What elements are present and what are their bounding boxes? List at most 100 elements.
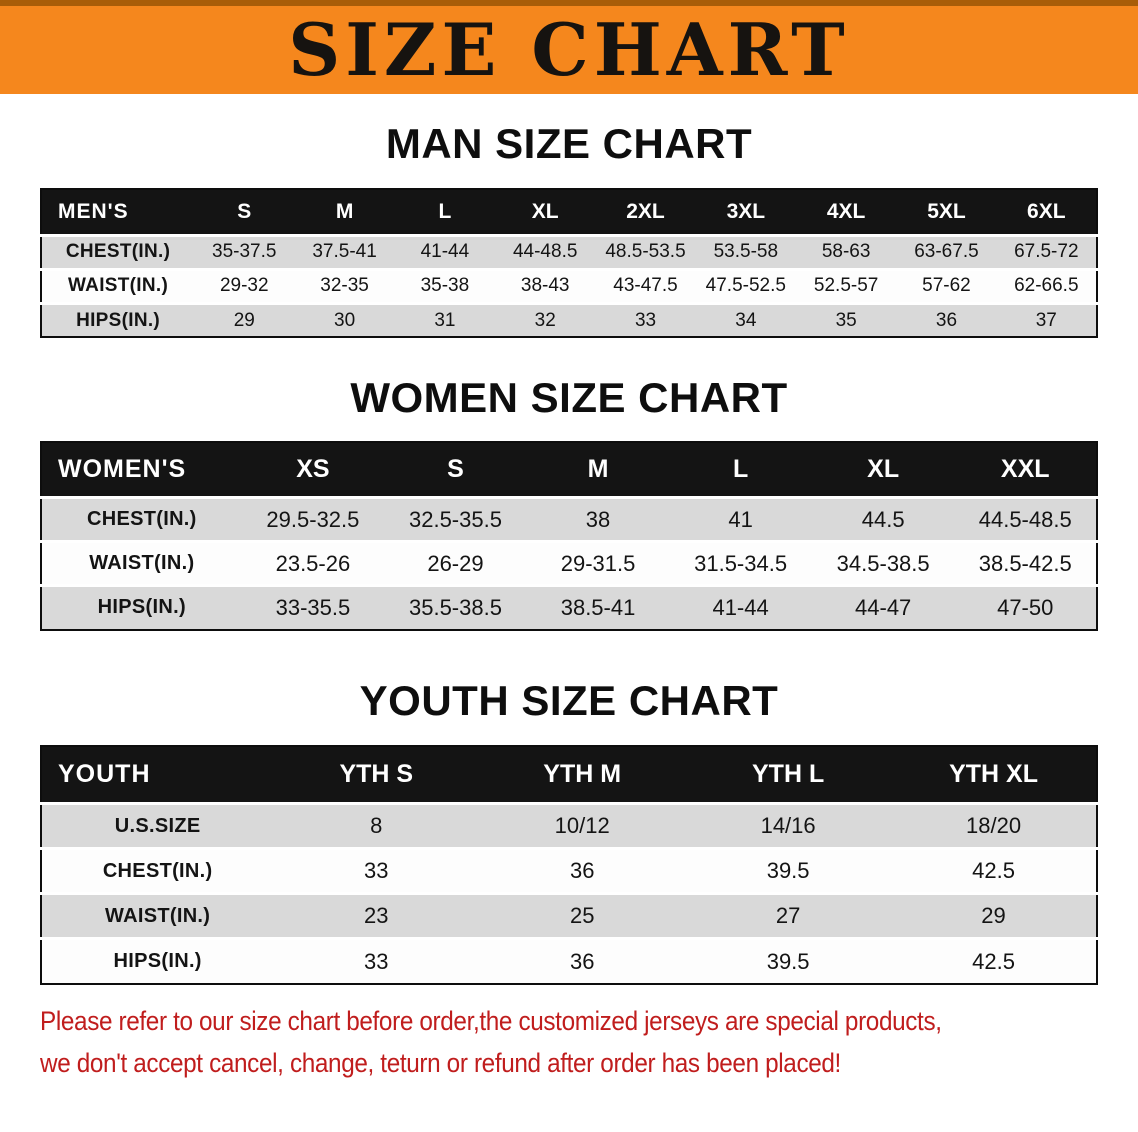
disclaimer-line-2: we don't accept cancel, change, teturn o… xyxy=(40,1047,841,1078)
size-value-cell: 26-29 xyxy=(384,541,527,588)
size-value-cell: 38 xyxy=(526,497,670,544)
size-value-cell: 33-35.5 xyxy=(241,585,385,630)
size-value-cell: 34.5-38.5 xyxy=(811,541,955,588)
size-table: WOMEN'S XS S M L XL XXL CHEST(IN.) 29.5-32.5 32.5… xyxy=(40,440,1098,631)
row-label: CHEST(IN.) xyxy=(41,235,195,271)
size-column-header: XL xyxy=(495,189,596,237)
size-value-cell: 67.5-72 xyxy=(996,235,1097,271)
size-value-cell: 29 xyxy=(194,303,295,338)
size-value-cell: 29 xyxy=(891,893,1097,941)
row-label: U.S.SIZE xyxy=(41,803,274,851)
table-row: WAIST(IN.) 29-32 32-35 35-38 38-43 43-47.5 47.… xyxy=(41,269,1097,305)
size-chart-page: SIZE CHART MAN SIZE CHART MEN'S S M L XL 2XL 3… xyxy=(0,0,1138,1078)
size-column-header: YTH S xyxy=(273,745,480,806)
banner-title: SIZE CHART xyxy=(288,7,850,92)
size-value-cell: 41-44 xyxy=(394,235,496,271)
size-column-header: M xyxy=(526,441,670,500)
row-label: WAIST(IN.) xyxy=(41,269,195,305)
table-row: CHEST(IN.) 33 36 39.5 42.5 xyxy=(41,848,1097,896)
women-section-heading: WOMEN SIZE CHART xyxy=(350,374,788,422)
size-value-cell: 43-47.5 xyxy=(595,269,696,305)
row-label: HIPS(IN.) xyxy=(41,938,274,984)
size-value-cell: 37 xyxy=(996,303,1097,338)
size-value-cell: 23 xyxy=(273,893,480,941)
size-value-cell: 38-43 xyxy=(495,269,596,305)
row-label: WAIST(IN.) xyxy=(41,541,242,588)
size-column-header: M xyxy=(294,189,395,237)
size-column-header: 6XL xyxy=(996,189,1097,237)
size-value-cell: 44-47 xyxy=(811,585,955,630)
size-table: YOUTH YTH S YTH M YTH L YTH XL U.S.SIZE 8 10/12… xyxy=(40,744,1098,985)
size-value-cell: 41 xyxy=(669,497,812,544)
table-header-row: MEN'S S M L XL 2XL 3XL 4XL 5XL 6XL xyxy=(41,189,1097,237)
men-size-section: MAN SIZE CHART MEN'S S M L XL 2XL 3XL 4XL 5XL 6XL… xyxy=(0,120,1138,339)
women-size-table-wrap: WOMEN'S XS S M L XL XXL CHEST(IN.) 29.5-32.5 32.5… xyxy=(0,440,1138,631)
size-value-cell: 52.5-57 xyxy=(795,269,897,305)
size-value-cell: 38.5-42.5 xyxy=(954,541,1097,588)
size-value-cell: 36 xyxy=(896,303,997,338)
size-value-cell: 29-32 xyxy=(194,269,295,305)
disclaimer-line-1: Please refer to our size chart before or… xyxy=(40,1005,942,1036)
banner: SIZE CHART xyxy=(0,0,1138,94)
size-value-cell: 58-63 xyxy=(795,235,897,271)
women-size-section: WOMEN SIZE CHART WOMEN'S XS S M L XL XXL CHEST(… xyxy=(0,374,1138,631)
size-column-header: XXL xyxy=(954,441,1097,500)
size-column-header: XS xyxy=(241,441,385,500)
size-value-cell: 25 xyxy=(479,893,686,941)
size-value-cell: 35-38 xyxy=(394,269,496,305)
size-column-header: S xyxy=(194,189,295,237)
table-row: U.S.SIZE 8 10/12 14/16 18/20 xyxy=(41,803,1097,851)
size-column-header: XL xyxy=(811,441,955,500)
size-value-cell: 47-50 xyxy=(954,585,1097,630)
size-value-cell: 37.5-41 xyxy=(294,235,395,271)
size-column-header: YTH L xyxy=(685,745,892,806)
size-value-cell: 57-62 xyxy=(896,269,997,305)
size-value-cell: 35.5-38.5 xyxy=(384,585,527,630)
size-value-cell: 31.5-34.5 xyxy=(669,541,812,588)
size-value-cell: 31 xyxy=(394,303,496,338)
size-value-cell: 48.5-53.5 xyxy=(595,235,696,271)
size-value-cell: 32-35 xyxy=(294,269,395,305)
size-column-header: L xyxy=(669,441,812,500)
size-value-cell: 42.5 xyxy=(891,938,1097,984)
size-value-cell: 44-48.5 xyxy=(495,235,596,271)
size-value-cell: 62-66.5 xyxy=(996,269,1097,305)
row-label: HIPS(IN.) xyxy=(41,303,195,338)
size-value-cell: 42.5 xyxy=(891,848,1097,896)
size-value-cell: 33 xyxy=(595,303,696,338)
size-column-header: S xyxy=(384,441,527,500)
size-value-cell: 30 xyxy=(294,303,395,338)
size-value-cell: 47.5-52.5 xyxy=(695,269,796,305)
size-value-cell: 39.5 xyxy=(685,848,892,896)
table-row: HIPS(IN.) 29 30 31 32 33 34 35 36 37 xyxy=(41,303,1097,338)
table-row: HIPS(IN.) 33 36 39.5 42.5 xyxy=(41,938,1097,984)
row-label: WAIST(IN.) xyxy=(41,893,274,941)
size-table: MEN'S S M L XL 2XL 3XL 4XL 5XL 6XL CHEST(IN.) 35-37… xyxy=(40,188,1098,339)
youth-size-table-wrap: YOUTH YTH S YTH M YTH L YTH XL U.S.SIZE 8 10/12… xyxy=(0,744,1138,985)
size-column-header: YTH XL xyxy=(891,745,1097,806)
size-value-cell: 23.5-26 xyxy=(241,541,385,588)
row-label: HIPS(IN.) xyxy=(41,585,242,630)
size-value-cell: 36 xyxy=(479,848,686,896)
table-row: CHEST(IN.) 35-37.5 37.5-41 41-44 44-48.5 48.5… xyxy=(41,235,1097,271)
size-value-cell: 35-37.5 xyxy=(194,235,295,271)
size-value-cell: 38.5-41 xyxy=(526,585,670,630)
size-value-cell: 29-31.5 xyxy=(526,541,670,588)
size-column-header: 3XL xyxy=(695,189,796,237)
table-group-label: MEN'S xyxy=(41,189,195,237)
size-column-header: L xyxy=(394,189,496,237)
size-value-cell: 36 xyxy=(479,938,686,984)
size-value-cell: 32 xyxy=(495,303,596,338)
youth-size-section: YOUTH SIZE CHART YOUTH YTH S YTH M YTH L YTH… xyxy=(0,677,1138,985)
size-column-header: 5XL xyxy=(896,189,997,237)
size-value-cell: 39.5 xyxy=(685,938,892,984)
size-value-cell: 44.5-48.5 xyxy=(954,497,1097,544)
size-value-cell: 34 xyxy=(695,303,796,338)
size-value-cell: 63-67.5 xyxy=(896,235,997,271)
size-value-cell: 32.5-35.5 xyxy=(384,497,527,544)
size-value-cell: 27 xyxy=(685,893,892,941)
row-label: CHEST(IN.) xyxy=(41,848,274,896)
table-row: CHEST(IN.) 29.5-32.5 32.5-35.5 38 41 44.5 44.5… xyxy=(41,497,1097,544)
size-value-cell: 35 xyxy=(795,303,897,338)
table-group-label: YOUTH xyxy=(41,745,274,806)
